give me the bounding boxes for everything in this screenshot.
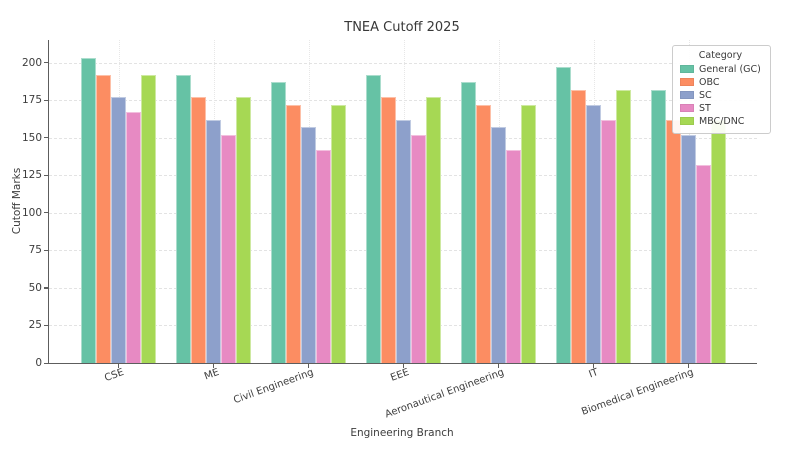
bar	[286, 104, 301, 363]
bar	[696, 164, 711, 363]
legend-entry: SC	[680, 89, 761, 101]
h-gridline	[49, 100, 757, 102]
y-tick-mark	[44, 249, 48, 251]
legend-swatch	[680, 117, 694, 125]
x-tick-mark	[498, 364, 500, 368]
legend: Category General (GC) OBC SC ST MBC/DNC	[672, 45, 771, 134]
bar	[586, 104, 601, 363]
bar	[571, 89, 586, 363]
bar	[96, 74, 111, 363]
bar	[316, 149, 331, 363]
y-tick-label: 25	[28, 319, 42, 332]
x-tick-label: Civil Engineering	[232, 367, 316, 407]
y-tick-label: 50	[28, 281, 42, 294]
y-tick-label: 100	[21, 206, 42, 219]
legend-entry: MBC/DNC	[680, 115, 761, 127]
bar	[411, 134, 426, 363]
x-tick-mark	[118, 364, 120, 368]
bar	[426, 97, 441, 363]
plot-area	[44, 40, 757, 368]
x-tick-label: IT	[587, 367, 601, 381]
y-tick-mark	[44, 324, 48, 327]
bar	[206, 119, 221, 363]
y-tick-label: 125	[21, 169, 42, 182]
bar	[666, 119, 681, 363]
legend-entry-label: SC	[699, 89, 712, 101]
legend-entry-label: MBC/DNC	[699, 115, 745, 127]
bar	[711, 119, 726, 363]
x-tick-label: CSE	[103, 367, 126, 385]
bar	[111, 97, 126, 363]
h-gridline	[49, 62, 757, 64]
x-tick-mark	[688, 364, 690, 368]
y-tick-mark	[44, 99, 48, 101]
legend-entry-label: General (GC)	[699, 63, 761, 75]
x-tick-mark	[403, 364, 405, 368]
y-tick-label: 175	[21, 94, 42, 107]
bar	[331, 104, 346, 363]
legend-swatch	[680, 104, 694, 112]
y-tick-label: 75	[28, 244, 42, 257]
x-tick-mark	[308, 364, 310, 368]
legend-entry-label: OBC	[699, 76, 720, 88]
bar	[461, 82, 476, 363]
bar	[381, 97, 396, 363]
legend-entry: OBC	[680, 76, 761, 88]
bar	[221, 134, 236, 363]
bar	[681, 134, 696, 363]
legend-entry: ST	[680, 102, 761, 114]
legend-entry-label: ST	[699, 102, 711, 114]
y-tick-mark	[44, 362, 48, 364]
chart-title: TNEA Cutoff 2025	[344, 20, 460, 35]
x-tick-label: ME	[202, 367, 221, 383]
bar	[476, 104, 491, 363]
bar	[506, 149, 521, 363]
y-tick-label: 150	[21, 131, 42, 144]
legend-title: Category	[698, 50, 743, 61]
bar	[141, 74, 156, 363]
legend-entries: General (GC) OBC SC ST MBC/DNC	[680, 63, 761, 127]
y-tick-mark	[44, 287, 48, 289]
legend-swatch	[680, 91, 694, 99]
bar	[556, 67, 571, 363]
bar	[396, 119, 411, 363]
bar	[191, 97, 206, 363]
x-tick-label: EEE	[388, 367, 411, 384]
bar	[126, 112, 141, 363]
x-axis-label: Engineering Branch	[350, 427, 454, 439]
bar	[491, 127, 506, 363]
bar	[81, 58, 96, 363]
bar	[236, 97, 251, 363]
x-tick-mark	[213, 364, 215, 368]
y-tick-label: 0	[35, 357, 42, 369]
bar	[651, 89, 666, 363]
y-tick-mark	[44, 62, 48, 64]
bar	[271, 82, 286, 363]
y-tick-mark	[44, 174, 48, 176]
y-tick-mark	[44, 137, 48, 139]
legend-swatch	[680, 78, 694, 86]
legend-swatch	[680, 65, 694, 73]
bar	[521, 104, 536, 363]
y-tick-label: 200	[21, 56, 42, 69]
bar	[616, 89, 631, 363]
y-tick-mark	[44, 212, 48, 214]
bar	[601, 119, 616, 363]
legend-entry: General (GC)	[680, 63, 761, 75]
bar	[366, 74, 381, 363]
x-tick-mark	[593, 364, 595, 368]
bar	[176, 74, 191, 363]
bar	[301, 127, 316, 363]
